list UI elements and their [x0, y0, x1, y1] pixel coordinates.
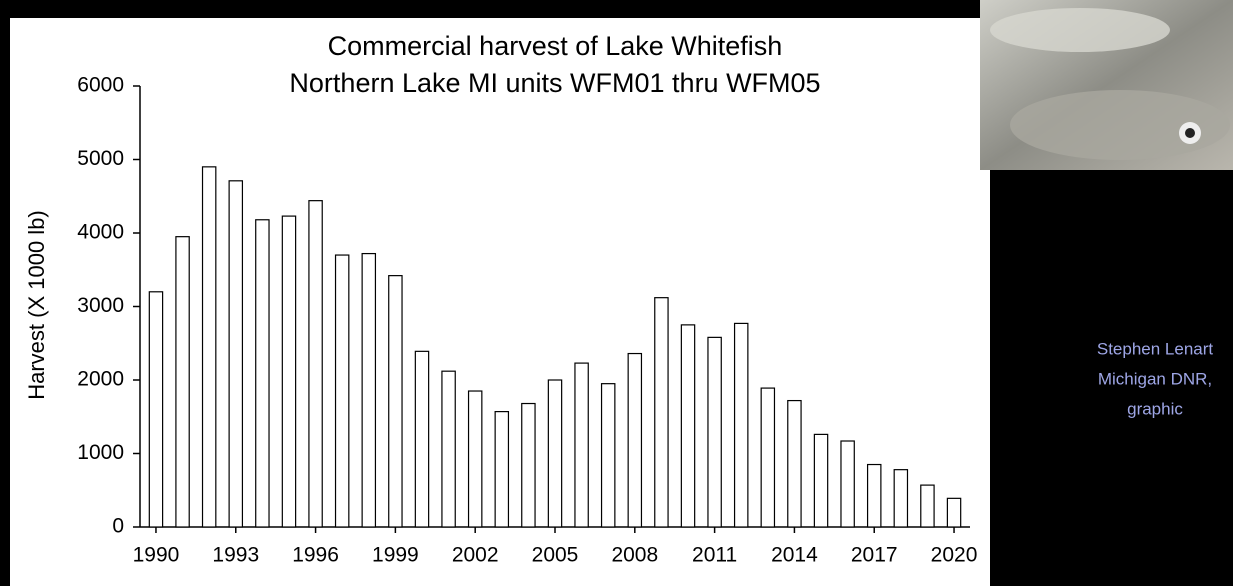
y-tick-label: 5000 — [77, 147, 124, 170]
chart-title: Commercial harvest of Lake Whitefish — [328, 31, 783, 61]
bar — [841, 441, 854, 527]
x-tick-label: 1996 — [292, 544, 339, 567]
x-tick-label: 2011 — [692, 544, 737, 567]
bar — [894, 470, 907, 527]
bar — [256, 220, 269, 527]
bar — [655, 298, 668, 527]
bar — [442, 371, 455, 527]
bar — [415, 351, 428, 527]
bar — [735, 323, 748, 527]
credit: graphic — [1127, 399, 1183, 418]
x-tick-label: 2002 — [452, 544, 499, 567]
bar — [947, 498, 960, 527]
bar — [921, 485, 934, 527]
y-tick-label: 3000 — [77, 294, 124, 317]
bar — [203, 167, 216, 527]
bar — [176, 237, 189, 527]
bar — [229, 181, 242, 527]
x-tick-label: 2014 — [771, 544, 818, 567]
bar — [309, 201, 322, 527]
y-tick-label: 2000 — [77, 368, 124, 391]
bar — [469, 391, 482, 527]
bar — [389, 276, 402, 527]
x-tick-label: 2005 — [532, 544, 579, 567]
credit: Michigan DNR, — [1098, 369, 1212, 388]
bar — [362, 254, 375, 527]
bar — [548, 380, 561, 527]
bar — [681, 325, 694, 527]
x-tick-label: 1999 — [372, 544, 419, 567]
y-tick-label: 6000 — [77, 74, 124, 97]
bar — [708, 337, 721, 527]
y-axis-label: Harvest (X 1000 lb) — [24, 210, 49, 400]
bar — [575, 363, 588, 527]
photo — [980, 0, 1233, 170]
bar — [788, 401, 801, 527]
bar — [522, 404, 535, 527]
bar — [814, 434, 827, 527]
bar — [868, 465, 881, 527]
x-tick-label: 1993 — [212, 544, 259, 567]
bar — [761, 388, 774, 527]
bar — [149, 292, 162, 527]
chart-title: Northern Lake MI units WFM01 thru WFM05 — [289, 68, 820, 98]
y-tick-label: 1000 — [77, 441, 124, 464]
bar — [495, 412, 508, 527]
x-tick-label: 2008 — [611, 544, 658, 567]
x-tick-label: 2020 — [931, 544, 978, 567]
y-tick-label: 0 — [112, 515, 124, 538]
y-tick-label: 4000 — [77, 221, 124, 244]
bar — [282, 216, 295, 527]
credit: Stephen Lenart — [1097, 339, 1214, 358]
slide: Harvest (X 1000 lb) Commercial harvest o… — [0, 0, 1233, 586]
bar — [336, 255, 349, 527]
x-tick-label: 2017 — [851, 544, 898, 567]
x-tick-label: 1990 — [133, 544, 180, 567]
bar — [602, 384, 615, 527]
bar — [628, 354, 641, 527]
